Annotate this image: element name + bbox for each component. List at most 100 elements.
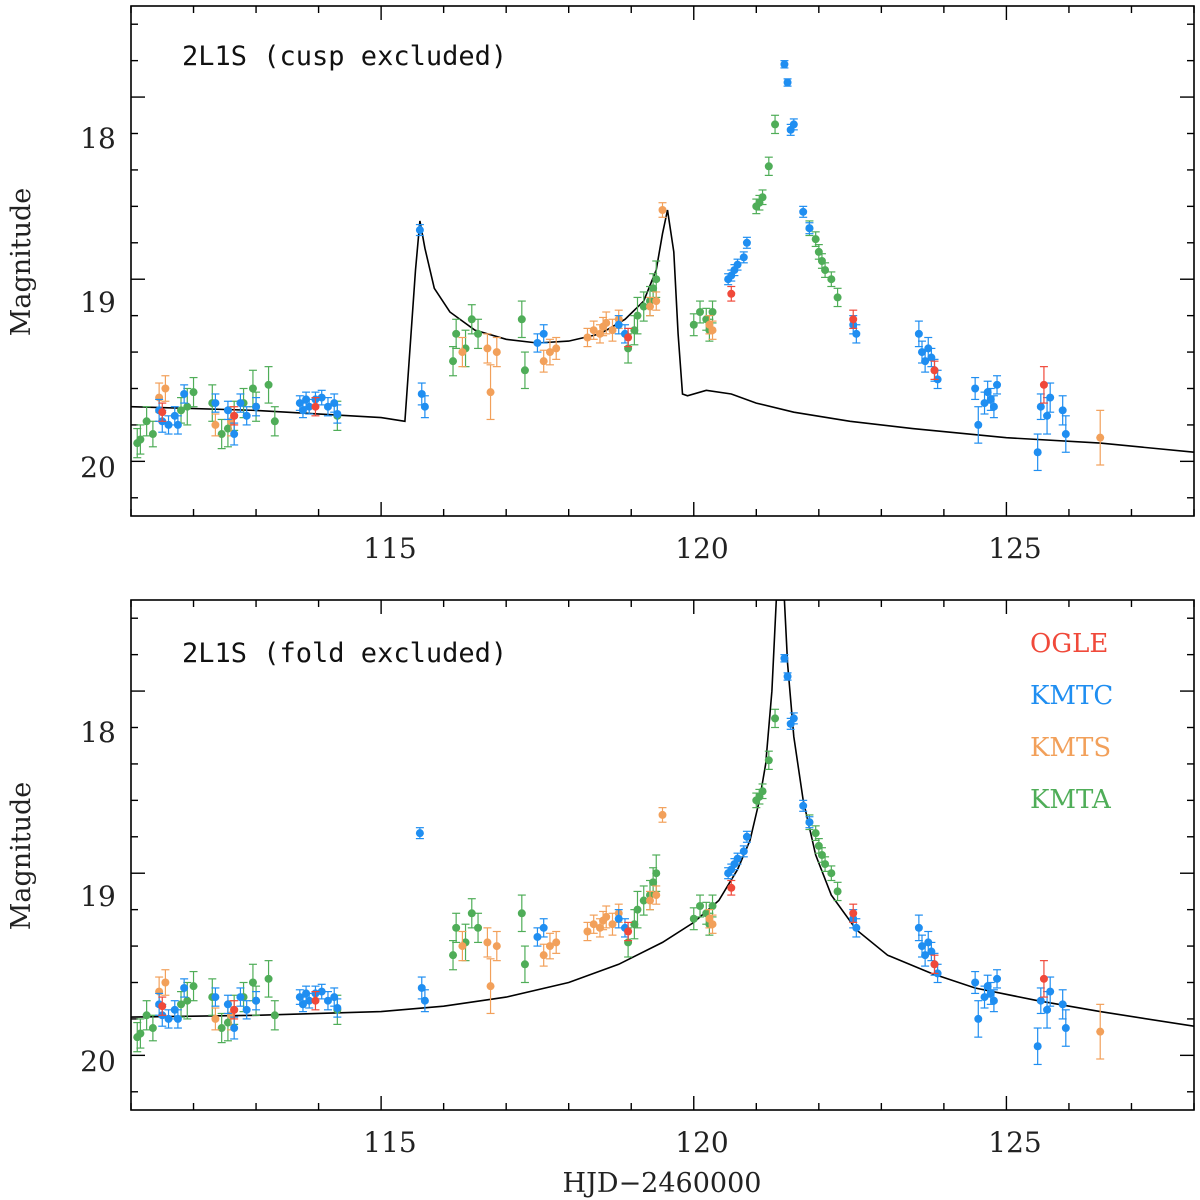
marker: [230, 1005, 239, 1014]
marker: [223, 406, 232, 415]
marker: [821, 266, 830, 275]
data-point-kmta: [189, 376, 198, 408]
data-point-kmts: [1096, 409, 1105, 466]
marker: [789, 714, 798, 723]
marker: [639, 302, 648, 311]
marker: [211, 420, 220, 429]
marker: [420, 996, 429, 1005]
marker: [230, 411, 239, 420]
data-point-kmtc: [1046, 382, 1055, 413]
data-point-kmta: [474, 318, 483, 350]
marker: [780, 60, 789, 69]
data-point-kmts: [211, 413, 220, 437]
marker: [1033, 448, 1042, 457]
data-point-kmta: [449, 346, 458, 377]
marker: [764, 162, 773, 171]
marker: [173, 420, 182, 429]
marker: [492, 348, 501, 357]
data-point-kmtc: [805, 222, 814, 235]
panel-title: 2L1S (cusp excluded): [182, 41, 507, 72]
data-point-kmtc: [211, 393, 220, 413]
marker: [317, 987, 326, 996]
data-point-kmts: [486, 364, 495, 421]
marker: [189, 982, 198, 991]
y-axis-label: Magnitude: [6, 782, 37, 931]
marker: [608, 920, 617, 929]
marker: [852, 923, 861, 932]
marker: [552, 344, 561, 353]
observations-layer: [133, 654, 1105, 1066]
marker: [483, 344, 492, 353]
marker: [552, 938, 561, 947]
x-tick-label-115: 115: [363, 1126, 416, 1159]
model-curve: [131, 600, 1194, 1027]
marker: [1096, 433, 1105, 442]
marker: [652, 869, 661, 878]
marker: [311, 402, 320, 411]
marker: [323, 402, 332, 411]
data-point-ogle: [624, 327, 633, 348]
marker: [180, 983, 189, 992]
data-point-kmtc: [993, 375, 1002, 395]
data-point-kmts: [545, 338, 554, 366]
marker: [758, 193, 767, 202]
marker: [180, 389, 189, 398]
marker: [742, 238, 751, 247]
data-point-kmtc: [852, 918, 861, 938]
marker: [658, 810, 667, 819]
marker: [989, 996, 998, 1005]
marker: [986, 395, 995, 404]
marker: [211, 993, 220, 1002]
marker: [486, 982, 495, 991]
marker: [805, 224, 814, 233]
data-point-kmta: [827, 271, 836, 288]
legend-entry-kmtc: KMTC: [1030, 681, 1113, 711]
data-point-kmtc: [173, 1009, 182, 1029]
data-point-kmts: [161, 969, 170, 996]
marker: [583, 333, 592, 342]
data-point-kmtc: [783, 672, 792, 681]
marker: [1033, 1042, 1042, 1051]
data-point-kmta: [630, 909, 639, 940]
data-point-kmts: [539, 349, 548, 373]
marker: [539, 357, 548, 366]
data-point-kmtc: [415, 223, 424, 237]
data-point-kmtc: [317, 389, 326, 406]
marker: [993, 380, 1002, 389]
y-tick-label-20: 20: [80, 451, 116, 484]
marker: [993, 974, 1002, 983]
marker: [649, 284, 658, 293]
data-point-kmts: [583, 327, 592, 348]
data-point-ogle: [230, 406, 239, 426]
marker: [264, 974, 273, 983]
data-point-kmtc: [971, 970, 980, 995]
marker: [161, 384, 170, 393]
data-point-kmtc: [242, 406, 251, 426]
marker: [1043, 411, 1052, 420]
marker: [270, 417, 279, 426]
data-point-kmtc: [420, 395, 429, 419]
data-point-kmtc: [1061, 415, 1070, 453]
marker: [639, 896, 648, 905]
data-point-kmta: [217, 1012, 226, 1044]
data-point-kmtc: [164, 1009, 173, 1029]
marker: [727, 289, 736, 298]
data-point-kmtc: [236, 393, 245, 413]
marker: [624, 333, 633, 342]
legend-entry-kmts: KMTS: [1030, 733, 1111, 763]
data-point-kmta: [833, 881, 842, 902]
marker: [1046, 393, 1055, 402]
marker: [1058, 406, 1067, 415]
marker: [1061, 430, 1070, 439]
data-point-ogle: [311, 991, 320, 1011]
model-curve-layer: [131, 209, 1194, 453]
marker: [833, 293, 842, 302]
marker: [242, 411, 251, 420]
marker: [452, 329, 461, 338]
marker: [708, 308, 717, 316]
marker: [971, 384, 980, 393]
data-point-kmtc: [1058, 395, 1067, 426]
data-point-ogle: [930, 954, 939, 974]
data-point-kmta: [148, 1014, 157, 1042]
